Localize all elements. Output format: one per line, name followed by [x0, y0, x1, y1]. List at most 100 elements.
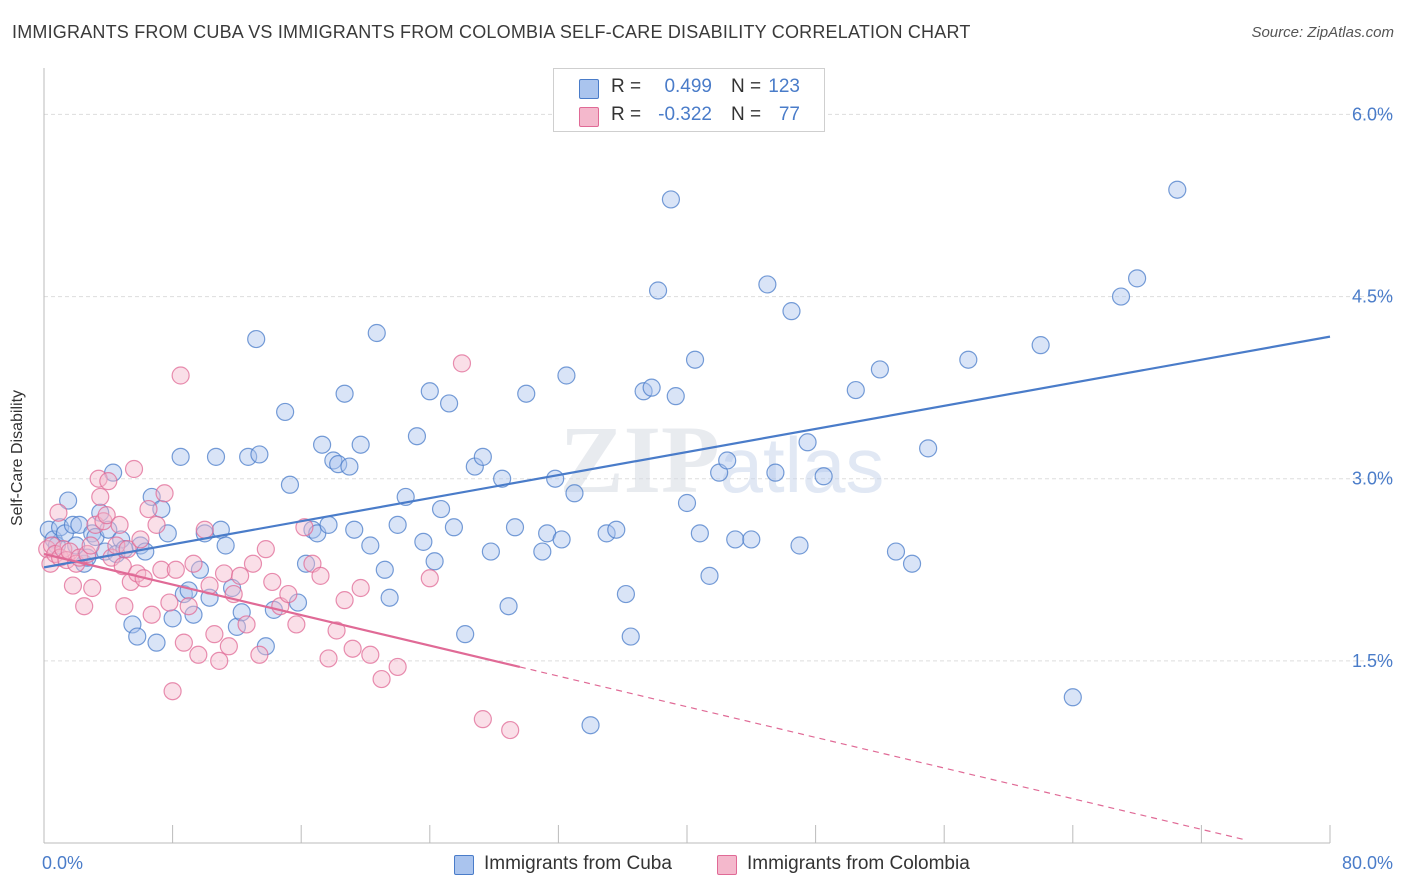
cuba-point	[902, 554, 922, 573]
n-label: N =	[731, 76, 762, 97]
axes	[43, 68, 1331, 844]
cuba-point	[216, 536, 235, 555]
cuba-point	[565, 484, 584, 503]
cuba-point	[581, 716, 600, 735]
colombia-point	[343, 639, 362, 658]
colombia-point	[214, 564, 234, 583]
colombia-point	[152, 560, 171, 579]
cuba-point	[690, 524, 709, 543]
colombia-point	[63, 576, 83, 595]
colombia-point	[473, 710, 492, 729]
cuba-point	[726, 530, 745, 549]
cuba-point	[533, 542, 552, 561]
stats-legend: R = 0.499 N = 123 R = -0.322 N = 77	[553, 68, 825, 132]
cuba-point	[481, 542, 500, 561]
y-tick-label: 1.5%	[1352, 651, 1393, 671]
colombia-point	[256, 540, 275, 559]
colombia-point	[49, 503, 68, 522]
cuba-point	[814, 467, 833, 486]
y-tick-label: 6.0%	[1352, 104, 1393, 124]
cuba-point	[742, 530, 761, 549]
colombia-point	[219, 637, 238, 656]
y-tick-labels: 1.5% 3.0% 4.5% 6.0%	[1352, 104, 1393, 670]
cuba-point	[1111, 287, 1131, 306]
cuba-point	[557, 366, 576, 385]
cuba-point	[239, 447, 258, 466]
colombia-point	[351, 578, 370, 598]
cuba-point	[718, 451, 737, 470]
legend-label-cuba: Immigrants from Cuba	[484, 853, 672, 874]
cuba-point	[919, 439, 938, 458]
colombia-regression-line	[43, 552, 521, 668]
colombia-point	[295, 518, 314, 537]
colombia-point	[279, 584, 298, 604]
cuba-point	[886, 542, 906, 561]
cuba-point	[128, 627, 147, 646]
cuba-point	[758, 275, 777, 294]
cuba-point	[552, 530, 571, 549]
cuba-point	[361, 536, 380, 555]
cuba-point	[616, 584, 636, 604]
colombia-point	[147, 515, 166, 534]
y-axis-label: Self-Care Disability	[9, 389, 26, 527]
chart-title: IMMIGRANTS FROM CUBA VS IMMIGRANTS FROM …	[12, 22, 971, 42]
colombia-point	[131, 530, 150, 549]
cuba-point	[276, 402, 295, 422]
cuba-point	[431, 499, 451, 519]
colombia-point	[174, 633, 193, 652]
cuba-point	[642, 378, 661, 397]
cuba-point	[1031, 336, 1050, 355]
cuba-point	[70, 515, 89, 534]
colombia-point	[452, 354, 472, 373]
colombia-point	[420, 569, 439, 588]
watermark-atlas: atlas	[720, 421, 885, 509]
cuba-point	[247, 329, 266, 349]
cuba-point	[280, 475, 300, 494]
cuba-point	[493, 469, 512, 488]
colombia-point	[163, 682, 182, 701]
legend-item-cuba: Immigrants from Cuba	[454, 853, 672, 875]
cuba-point	[345, 520, 364, 539]
cuba-point	[439, 394, 459, 413]
colombia-point	[81, 536, 100, 555]
cuba-point	[782, 302, 801, 321]
cuba-point	[420, 382, 439, 401]
colombia-point	[189, 645, 208, 664]
n-label: N =	[731, 104, 762, 125]
colombia-point	[335, 591, 354, 610]
cuba-point	[790, 536, 809, 555]
cuba-point	[666, 387, 685, 406]
colombia-point	[97, 506, 116, 525]
colombia-point	[91, 487, 110, 507]
cuba-point	[677, 493, 697, 513]
colombia-point	[113, 557, 132, 576]
cuba-swatch	[579, 79, 599, 99]
cuba-point	[1127, 269, 1147, 288]
stats-row-cuba: R = 0.499 N = 123	[554, 72, 824, 102]
cuba-point	[517, 384, 536, 403]
colombia-point	[115, 597, 134, 616]
colombia-point	[166, 560, 185, 579]
colombia-point	[179, 597, 198, 616]
n-value: 123	[768, 76, 800, 97]
cuba-point	[351, 435, 370, 454]
colombia-point	[142, 605, 161, 624]
cuba-regression-line	[43, 335, 1331, 569]
colombia-point	[361, 645, 380, 664]
legend-label-colombia: Immigrants from Colombia	[747, 853, 970, 874]
r-value: -0.322	[658, 104, 712, 125]
y-tick-label: 3.0%	[1352, 469, 1393, 489]
cuba-point	[1168, 180, 1187, 199]
source-label: Source: ZipAtlas.com	[1251, 24, 1394, 41]
regression-lines	[43, 335, 1331, 841]
colombia-point	[501, 720, 520, 740]
cuba-point	[414, 532, 433, 551]
cuba-point	[597, 524, 616, 543]
colombia-point	[75, 597, 94, 616]
colombia-point	[83, 578, 102, 598]
cuba-point	[473, 447, 492, 466]
cuba-point	[340, 457, 359, 476]
colombia-point	[231, 566, 250, 585]
colombia-point	[287, 615, 306, 634]
colombia-point	[319, 649, 338, 668]
